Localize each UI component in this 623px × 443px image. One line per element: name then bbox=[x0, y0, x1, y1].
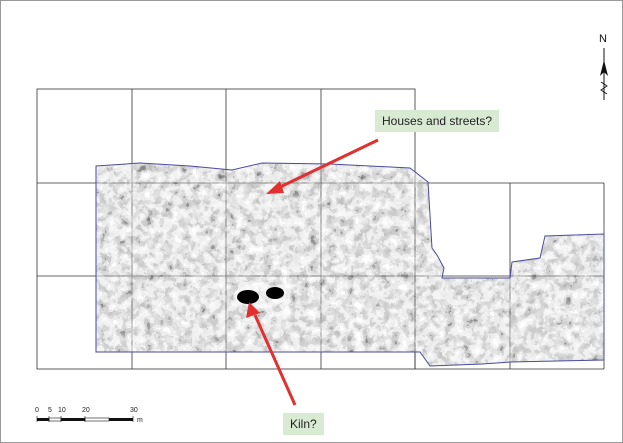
survey-data bbox=[96, 163, 604, 366]
annotation-houses-and-streets: Houses and streets? bbox=[375, 110, 500, 132]
kiln-arrow bbox=[253, 314, 297, 406]
scale-tick-20: 20 bbox=[82, 407, 90, 414]
scale-tick-5: 5 bbox=[48, 407, 52, 414]
scale-unit: m bbox=[137, 417, 143, 424]
houses-arrow bbox=[277, 138, 379, 190]
survey-outline bbox=[95, 162, 605, 367]
kiln-arrowhead bbox=[246, 302, 260, 318]
houses-arrowhead bbox=[266, 181, 284, 194]
scale-tick-30: 30 bbox=[130, 407, 138, 414]
scale-tick-0: 0 bbox=[35, 407, 39, 414]
north-label: N bbox=[599, 33, 607, 45]
scale-tick-10: 10 bbox=[58, 407, 66, 414]
scale-bar bbox=[36, 416, 134, 422]
north-arrow-icon bbox=[600, 48, 608, 100]
annotation-arrows bbox=[246, 138, 379, 406]
annotation-kiln: Kiln? bbox=[283, 413, 324, 435]
